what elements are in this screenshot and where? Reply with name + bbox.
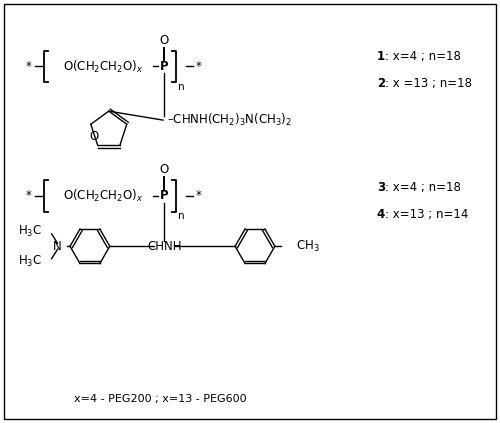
Text: H$_3$C: H$_3$C — [18, 224, 42, 239]
Text: P: P — [160, 60, 169, 73]
Text: 3: 3 — [377, 181, 385, 194]
Text: x=4 - PEG200 ; x=13 - PEG600: x=4 - PEG200 ; x=13 - PEG600 — [74, 394, 247, 404]
Text: : x=4 ; n=18: : x=4 ; n=18 — [384, 181, 460, 194]
Text: 1: 1 — [377, 50, 385, 63]
Text: 2: 2 — [377, 77, 385, 91]
Text: *: * — [196, 60, 201, 73]
Text: *: * — [26, 60, 32, 73]
Text: O(CH$_2$CH$_2$O)$_x$: O(CH$_2$CH$_2$O)$_x$ — [63, 187, 144, 203]
Text: *: * — [196, 189, 201, 202]
Text: O: O — [160, 34, 169, 47]
Text: –CHNH(CH$_2$)$_3$N(CH$_3$)$_2$: –CHNH(CH$_2$)$_3$N(CH$_3$)$_2$ — [167, 112, 292, 128]
Text: H$_3$C: H$_3$C — [18, 254, 42, 269]
Text: CH$_3$: CH$_3$ — [296, 239, 320, 254]
Text: O: O — [90, 130, 99, 143]
Text: 4: 4 — [377, 208, 385, 221]
Text: : x=4 ; n=18: : x=4 ; n=18 — [384, 50, 460, 63]
Text: N: N — [53, 240, 62, 253]
Text: n: n — [178, 82, 184, 92]
Text: *: * — [26, 189, 32, 202]
Text: O(CH$_2$CH$_2$O)$_x$: O(CH$_2$CH$_2$O)$_x$ — [63, 58, 144, 74]
Text: : x =13 ; n=18: : x =13 ; n=18 — [384, 77, 472, 91]
Text: CHNH: CHNH — [147, 240, 182, 253]
Text: n: n — [178, 212, 184, 222]
Text: O: O — [160, 163, 169, 176]
Text: : x=13 ; n=14: : x=13 ; n=14 — [384, 208, 468, 221]
Text: P: P — [160, 189, 169, 202]
